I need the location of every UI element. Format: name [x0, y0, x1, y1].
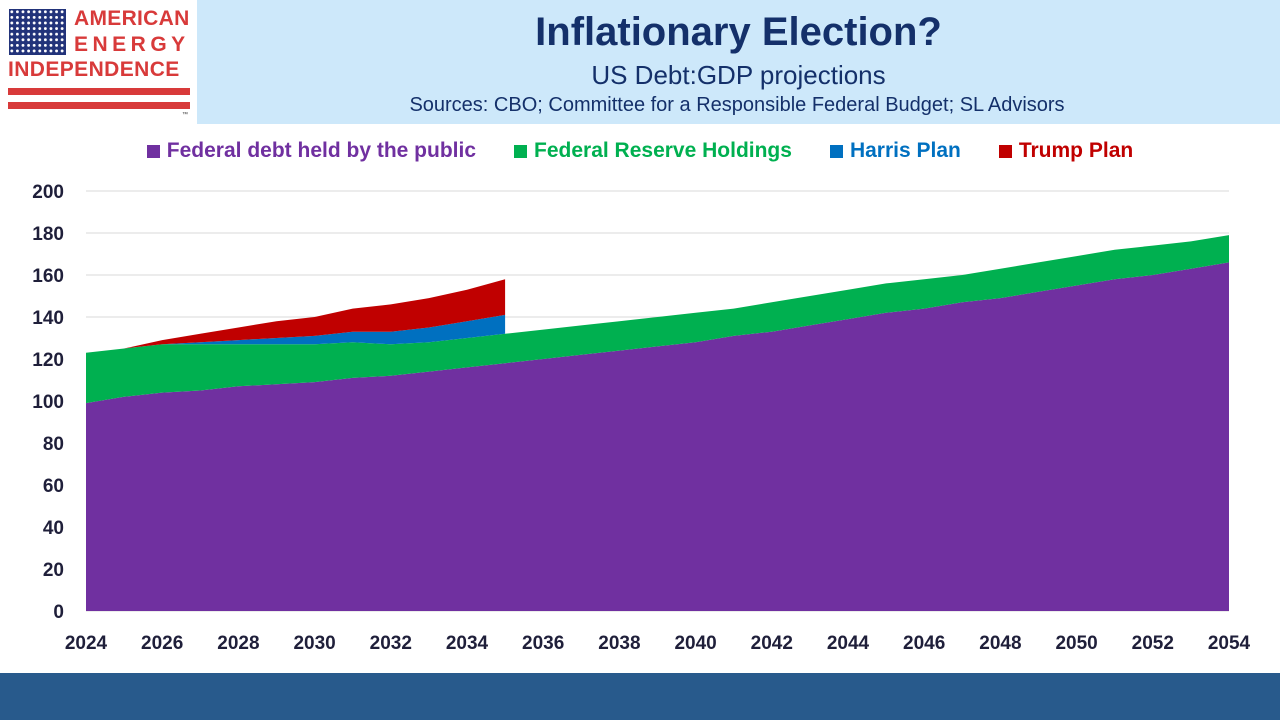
y-tick-label: 160	[32, 266, 64, 287]
sources-note: Sources: CBO; Committee for a Responsibl…	[409, 94, 1065, 116]
y-tick-label: 100	[32, 392, 64, 413]
page-subtitle: US Debt:GDP projections	[591, 60, 886, 90]
x-tick-label: 2028	[217, 633, 259, 654]
legend-swatch	[514, 144, 528, 158]
legend-label: Trump Plan	[1018, 139, 1134, 162]
x-tick-label: 2046	[903, 633, 945, 654]
x-tick-label: 2042	[751, 633, 793, 654]
logo-line-3: INDEPENDENCE	[8, 58, 180, 81]
y-tick-label: 120	[32, 350, 64, 371]
area-federal-reserve-holdings	[86, 235, 1229, 404]
y-tick-label: 200	[32, 182, 64, 203]
logo-stripe	[8, 88, 190, 95]
y-tick-label: 140	[32, 308, 64, 329]
x-tick-label: 2026	[141, 633, 183, 654]
legend-swatch	[998, 144, 1012, 158]
legend-swatch	[146, 144, 160, 158]
chart-legend: Federal debt held by the public Federal R…	[0, 138, 1280, 164]
x-tick-label: 2030	[293, 633, 335, 654]
logo-line-1: AMERICAN	[74, 7, 190, 30]
x-tick-label: 2040	[674, 633, 716, 654]
x-tick-label: 2044	[827, 633, 870, 654]
x-tick-label: 2032	[370, 633, 412, 654]
x-tick-label: 2048	[979, 633, 1021, 654]
y-tick-label: 180	[32, 224, 64, 245]
x-tick-label: 2052	[1132, 633, 1174, 654]
x-tick-label: 2038	[598, 633, 640, 654]
american-energy-independence-logo: AMERICAN ENERGY INDEPENDENCE ™	[0, 0, 197, 124]
y-tick-label: 40	[43, 518, 64, 539]
area-trump-plan	[86, 279, 506, 353]
legend-item-trump-plan: Trump Plan	[998, 138, 1134, 164]
area-harris-plan	[86, 314, 506, 353]
trademark-symbol: ™	[182, 112, 188, 118]
y-tick-label: 60	[43, 476, 64, 497]
legend-item-harris-plan: Harris Plan	[829, 138, 961, 164]
area-federal-debt-held-by-the-public	[86, 262, 1229, 611]
x-tick-label: 2050	[1055, 633, 1097, 654]
legend-item-federal-reserve-holdings: Federal Reserve Holdings	[514, 138, 792, 164]
legend-label: Federal Reserve Holdings	[534, 139, 792, 162]
legend-label: Federal debt held by the public	[166, 139, 477, 162]
legend-item-federal-debt-held-by-the-public: Federal debt held by the public	[146, 138, 477, 164]
flag-canton	[9, 9, 66, 55]
x-tick-label: 2036	[522, 633, 564, 654]
page-title: Inflationary Election?	[535, 10, 942, 54]
header	[0, 0, 1280, 124]
legend-swatch	[829, 144, 843, 158]
legend-label: Harris Plan	[849, 139, 961, 162]
y-tick-label: 20	[43, 560, 64, 581]
y-tick-label: 0	[53, 602, 64, 623]
footer-bar	[0, 673, 1280, 720]
x-tick-label: 2034	[446, 633, 489, 654]
logo-stripe	[8, 102, 190, 109]
y-tick-label: 80	[43, 434, 64, 455]
x-tick-label: 2054	[1208, 633, 1251, 654]
x-tick-label: 2024	[65, 633, 108, 654]
logo-line-2: ENERGY	[74, 33, 190, 56]
